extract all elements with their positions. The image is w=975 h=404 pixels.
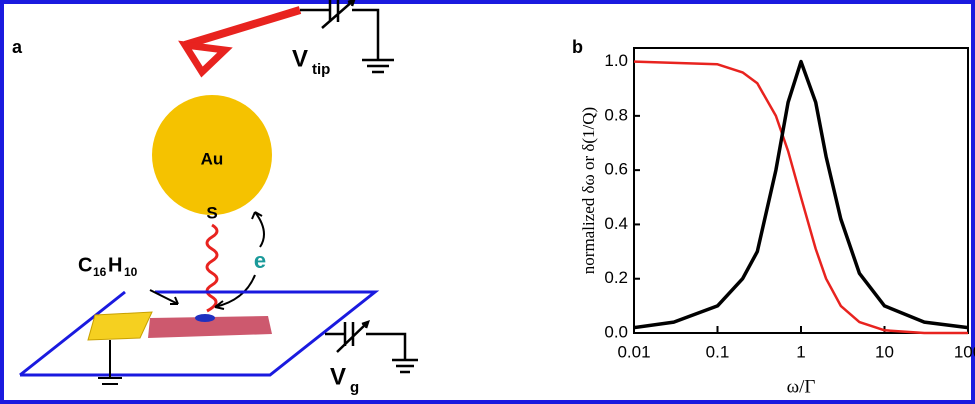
gate-circuit [325, 332, 418, 374]
y-tick-label: 0.8 [604, 105, 628, 124]
ground [98, 340, 122, 385]
gate-capacitor [336, 320, 370, 353]
tip-lever [183, 6, 302, 49]
electrode [87, 311, 153, 341]
molecule-c-sub: 16 [93, 265, 107, 279]
tip-circuit [300, 8, 394, 74]
molecule-h: H [108, 254, 122, 276]
tip-voltage: V [292, 45, 308, 72]
plot-frame [633, 47, 969, 334]
y-tick-label: 1.0 [604, 51, 628, 70]
molecule-c: C [78, 254, 92, 276]
gate-voltage: V [330, 363, 346, 390]
x-tick-label: 100 [954, 342, 975, 361]
panel-label: a [12, 37, 23, 57]
transfer-arrows [214, 211, 265, 310]
data-line [633, 60, 968, 335]
tip [178, 40, 233, 78]
particle-label: Au [201, 149, 224, 168]
x-tick-label: 0.1 [706, 342, 730, 361]
electron-label: e [254, 248, 266, 273]
molecule-chain [205, 223, 219, 313]
anchor-label: S [206, 203, 217, 222]
nanotube [148, 316, 272, 338]
gate-voltage-sub: g [350, 379, 359, 396]
tip-voltage-sub: tip [312, 61, 330, 78]
x-tick-label: 10 [875, 342, 894, 361]
molecule-h-sub: 10 [124, 265, 138, 279]
y-axis-label: normalized δω or δ(1/Q) [579, 107, 598, 274]
panel-label: b [572, 37, 583, 57]
x-axis-label: ω/Γ [787, 376, 816, 397]
substrate [19, 290, 380, 377]
capacitor [321, 0, 356, 29]
molecule-arrow [149, 289, 179, 305]
gold-particle [152, 95, 272, 215]
data-line [633, 59, 969, 330]
y-tick-label: 0.0 [604, 322, 628, 341]
y-tick-label: 0.6 [604, 160, 628, 179]
y-tick-label: 0.4 [604, 214, 628, 233]
x-tick-label: 0.01 [617, 342, 650, 361]
pyrene [195, 314, 215, 322]
y-tick-label: 0.2 [604, 268, 628, 287]
x-tick-label: 1 [796, 342, 805, 361]
